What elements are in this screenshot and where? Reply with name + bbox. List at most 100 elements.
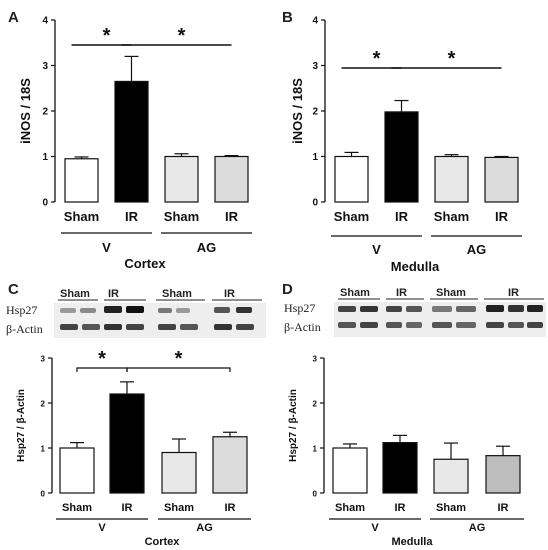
blot-c-target-label: Hsp27 <box>6 303 37 317</box>
category-label: Sham <box>62 502 92 514</box>
category-label: IR <box>125 209 139 224</box>
category-label: Sham <box>64 209 99 224</box>
blot-c-loading-label: β-Actin <box>6 322 43 336</box>
blot-d-lane-ir-v: IR <box>396 287 407 299</box>
y-axis-label: iNOS / 18S <box>18 78 33 144</box>
y-tick-label: 2 <box>42 107 48 118</box>
significance-star: * <box>178 25 186 47</box>
category-label: Sham <box>436 502 466 514</box>
region-label: Cortex <box>145 536 181 548</box>
blot-d-lane-ir-ag: IR <box>508 287 519 299</box>
blot-c-bands-target <box>60 306 252 313</box>
bar <box>161 451 197 494</box>
y-tick-label: 0 <box>42 198 48 209</box>
category-label: Sham <box>164 502 194 514</box>
group-label: V <box>102 240 111 255</box>
blot-d-bands-target <box>338 305 543 312</box>
panel-letter-b: B <box>282 9 293 26</box>
panel-letter-c: C <box>8 281 19 298</box>
bar <box>212 436 248 494</box>
category-label: IR <box>225 502 236 514</box>
y-tick-label: 4 <box>312 16 318 27</box>
y-tick-label: 3 <box>42 61 48 72</box>
y-tick-label: 2 <box>312 107 318 118</box>
chart-b: 0 1 2 3 4 iNOS / 18S Sham IR Sham IR V AG Medulla * * <box>290 16 522 274</box>
y-tick-label: 2 <box>313 400 318 409</box>
blot-c-lane-ir-v: IR <box>108 288 119 300</box>
bar <box>164 155 199 203</box>
y-axis-label: iNOS / 18S <box>290 78 305 144</box>
blot-d-lane-sham-v: Sham <box>340 287 370 299</box>
blot-d-loading-label: β-Actin <box>284 320 321 334</box>
y-axis-label: Hsp27 / β-Actin <box>288 389 299 462</box>
y-tick-label: 0 <box>312 198 318 209</box>
panel-letter-a: A <box>8 9 19 26</box>
chart-a: 0 1 2 3 4 iNOS / 18S Sham IR Sham IR V AG Cortex * * <box>18 16 252 271</box>
charts: 0 1 2 3 4 iNOS / 18S Sham IR Sham IR V AG Cortex * * 0 1… <box>16 16 524 548</box>
bar <box>382 442 418 494</box>
significance-bracket <box>126 367 231 372</box>
category-label: IR <box>225 209 239 224</box>
bar <box>433 458 469 494</box>
category-label: Sham <box>434 209 469 224</box>
bar <box>334 155 369 203</box>
y-tick-label: 3 <box>41 355 46 364</box>
western-blot-c: Sham IR Sham IR Hsp27 β-Actin <box>6 288 266 338</box>
y-axis-label: Hsp27 / β-Actin <box>16 389 27 462</box>
category-label: Sham <box>334 209 369 224</box>
y-tick-label: 0 <box>313 490 318 499</box>
y-tick-label: 4 <box>42 16 48 27</box>
category-label: IR <box>395 502 406 514</box>
y-tick-label: 1 <box>313 445 318 454</box>
y-tick-label: 0 <box>41 490 46 499</box>
bar <box>384 111 419 203</box>
blot-c-lane-ir-ag: IR <box>224 288 235 300</box>
bar <box>214 155 249 203</box>
bar <box>485 455 521 494</box>
group-label: AG <box>196 522 213 534</box>
y-tick-label: 1 <box>312 152 318 163</box>
blot-c-lane-sham-ag: Sham <box>162 288 192 300</box>
significance-star: * <box>98 348 106 370</box>
blot-d-lane-sham-ag: Sham <box>436 287 466 299</box>
group-label: AG <box>197 240 217 255</box>
group-label: V <box>371 522 379 534</box>
y-tick-label: 3 <box>313 355 318 364</box>
bar <box>64 158 99 203</box>
category-label: IR <box>122 502 133 514</box>
region-label: Cortex <box>124 256 166 271</box>
group-label: V <box>98 522 106 534</box>
region-label: Medulla <box>391 259 440 274</box>
y-tick-label: 3 <box>312 61 318 72</box>
category-label: Sham <box>164 209 199 224</box>
western-blot-d: Sham IR Sham IR Hsp27 β-Actin <box>284 287 546 337</box>
blot-d-bands-loading <box>338 322 543 328</box>
blot-c-lane-sham-v: Sham <box>60 288 90 300</box>
bar <box>332 447 368 494</box>
category-label: Sham <box>335 502 365 514</box>
category-label: IR <box>395 209 409 224</box>
category-label: IR <box>495 209 509 224</box>
region-label: Medulla <box>392 536 434 548</box>
y-tick-label: 1 <box>42 152 48 163</box>
chart-d: 0 1 2 3 Hsp27 / β-Actin Sham IR Sham IR V AG Medull… <box>288 355 524 548</box>
blot-d-target-label: Hsp27 <box>284 301 315 315</box>
bar <box>484 156 519 203</box>
group-label: V <box>372 242 381 257</box>
bar <box>434 155 469 203</box>
group-label: AG <box>469 522 486 534</box>
significance-star: * <box>175 348 183 370</box>
y-tick-label: 1 <box>41 445 46 454</box>
chart-c: 0 1 2 3 Hsp27 / β-Actin Sham IR Sham IR V AG Cortex… <box>16 348 251 548</box>
category-label: IR <box>498 502 509 514</box>
y-tick-label: 2 <box>41 400 46 409</box>
blot-c-bands-loading <box>60 324 254 330</box>
bar <box>109 393 145 494</box>
significance-star: * <box>373 48 381 70</box>
significance-star: * <box>448 48 456 70</box>
significance-star: * <box>103 25 111 47</box>
bar <box>59 447 95 494</box>
group-label: AG <box>467 242 487 257</box>
panel-letter-d: D <box>282 281 293 298</box>
